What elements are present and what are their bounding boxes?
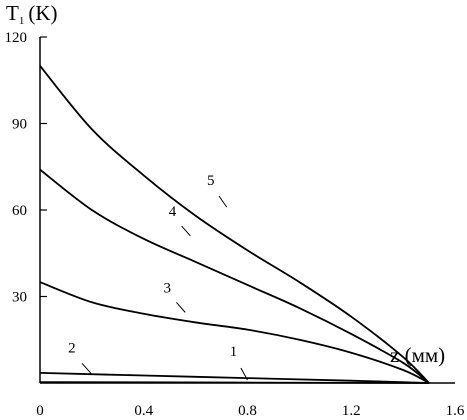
y-tick-label: 120 bbox=[5, 30, 28, 46]
series-line-1 bbox=[39, 381, 430, 384]
curve-label-leader bbox=[240, 367, 248, 381]
curve-label-leader bbox=[81, 363, 93, 375]
curve-label: 2 bbox=[68, 340, 76, 356]
series-line-2 bbox=[39, 372, 430, 384]
x-tick-label: 0.8 bbox=[238, 403, 257, 419]
y-axis-title-symbol: T bbox=[6, 1, 19, 25]
series-line-5 bbox=[39, 65, 430, 384]
curve-label-leader bbox=[218, 195, 228, 208]
curve-label-leader bbox=[181, 225, 191, 237]
x-axis-title: z (мм) bbox=[390, 343, 445, 367]
y-axis-title: T1 (K) bbox=[6, 1, 57, 27]
curve-label: 5 bbox=[207, 173, 215, 189]
axes bbox=[39, 37, 455, 384]
y-tick-label: 60 bbox=[12, 203, 27, 219]
x-tick-label: 1.2 bbox=[342, 403, 361, 419]
x-tick-label: 1.6 bbox=[446, 403, 465, 419]
curve-label-leader bbox=[176, 302, 186, 313]
y-axis-title-unit: (K) bbox=[28, 1, 57, 25]
curve-annotations: 1 2 3 4 5 bbox=[68, 173, 248, 381]
axis-ticks: 0 0.4 0.8 1.2 1.6 30 60 90 120 bbox=[5, 30, 465, 419]
curve-label: 4 bbox=[169, 204, 177, 220]
y-axis-title-subscript: 1 bbox=[19, 15, 25, 27]
y-tick-label: 90 bbox=[12, 117, 27, 133]
series-line-3 bbox=[39, 281, 430, 384]
curve-label: 3 bbox=[164, 280, 172, 296]
series-layer bbox=[39, 65, 430, 384]
y-tick-label: 30 bbox=[12, 290, 27, 306]
series-line-4 bbox=[39, 168, 430, 384]
curve-label: 1 bbox=[230, 344, 238, 360]
x-tick-label: 0 bbox=[36, 403, 44, 419]
x-tick-label: 0.4 bbox=[134, 403, 153, 419]
